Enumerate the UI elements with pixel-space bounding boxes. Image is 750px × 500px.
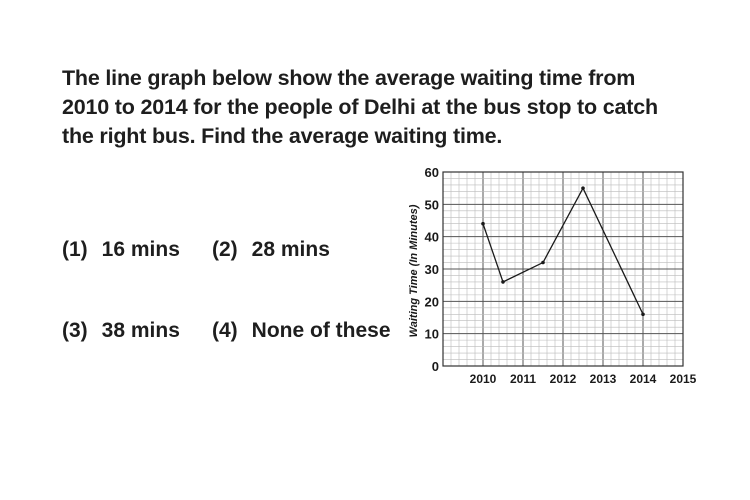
option-2-text: 28 mins [251,238,330,261]
y-axis-label: Waiting Time (In Minutes) [408,204,420,337]
option-1[interactable]: (1) 16 mins [62,238,180,262]
y-tick-label: 30 [425,262,439,277]
question-text: The line graph below show the average wa… [62,64,702,151]
option-4-text: None of these [251,319,391,342]
question-line-3: the right bus. Find the average waiting … [62,124,503,148]
option-2[interactable]: (2) 28 mins [212,238,330,262]
y-axis-ticks: 0 10 20 30 40 50 60 [425,165,439,374]
option-4[interactable]: (4) None of these [212,319,391,343]
data-point [501,280,505,284]
option-3[interactable]: (3) 38 mins [62,319,180,343]
data-point [481,221,485,226]
question-line-2: 2010 to 2014 for the people of Delhi at … [62,95,658,119]
y-tick-label: 60 [425,165,439,180]
data-point [541,260,545,265]
data-point [641,312,645,317]
y-tick-label: 40 [425,230,439,245]
x-tick-label: 2012 [550,372,577,386]
y-tick-label: 20 [425,294,439,309]
x-axis-ticks: 2010 2011 2012 2013 2014 2015 [470,372,697,386]
x-tick-label: 2013 [590,372,617,386]
x-tick-label: 2014 [630,372,657,386]
x-tick-label: 2015 [670,372,697,386]
option-3-number: (3) [62,319,88,342]
y-tick-label: 10 [425,327,439,342]
option-1-text: 16 mins [101,238,180,261]
data-point [581,186,585,190]
question-line-1: The line graph below show the average wa… [62,66,636,90]
x-tick-label: 2010 [470,372,497,386]
x-tick-label: 2011 [510,372,536,386]
y-tick-label: 0 [432,359,439,374]
plot-border [442,171,684,367]
option-3-text: 38 mins [101,319,180,342]
option-2-number: (2) [212,238,238,261]
option-4-number: (4) [212,319,238,342]
chart-series [481,186,645,317]
y-tick-label: 50 [425,197,439,212]
option-1-number: (1) [62,238,88,261]
chart-grid [442,171,684,367]
